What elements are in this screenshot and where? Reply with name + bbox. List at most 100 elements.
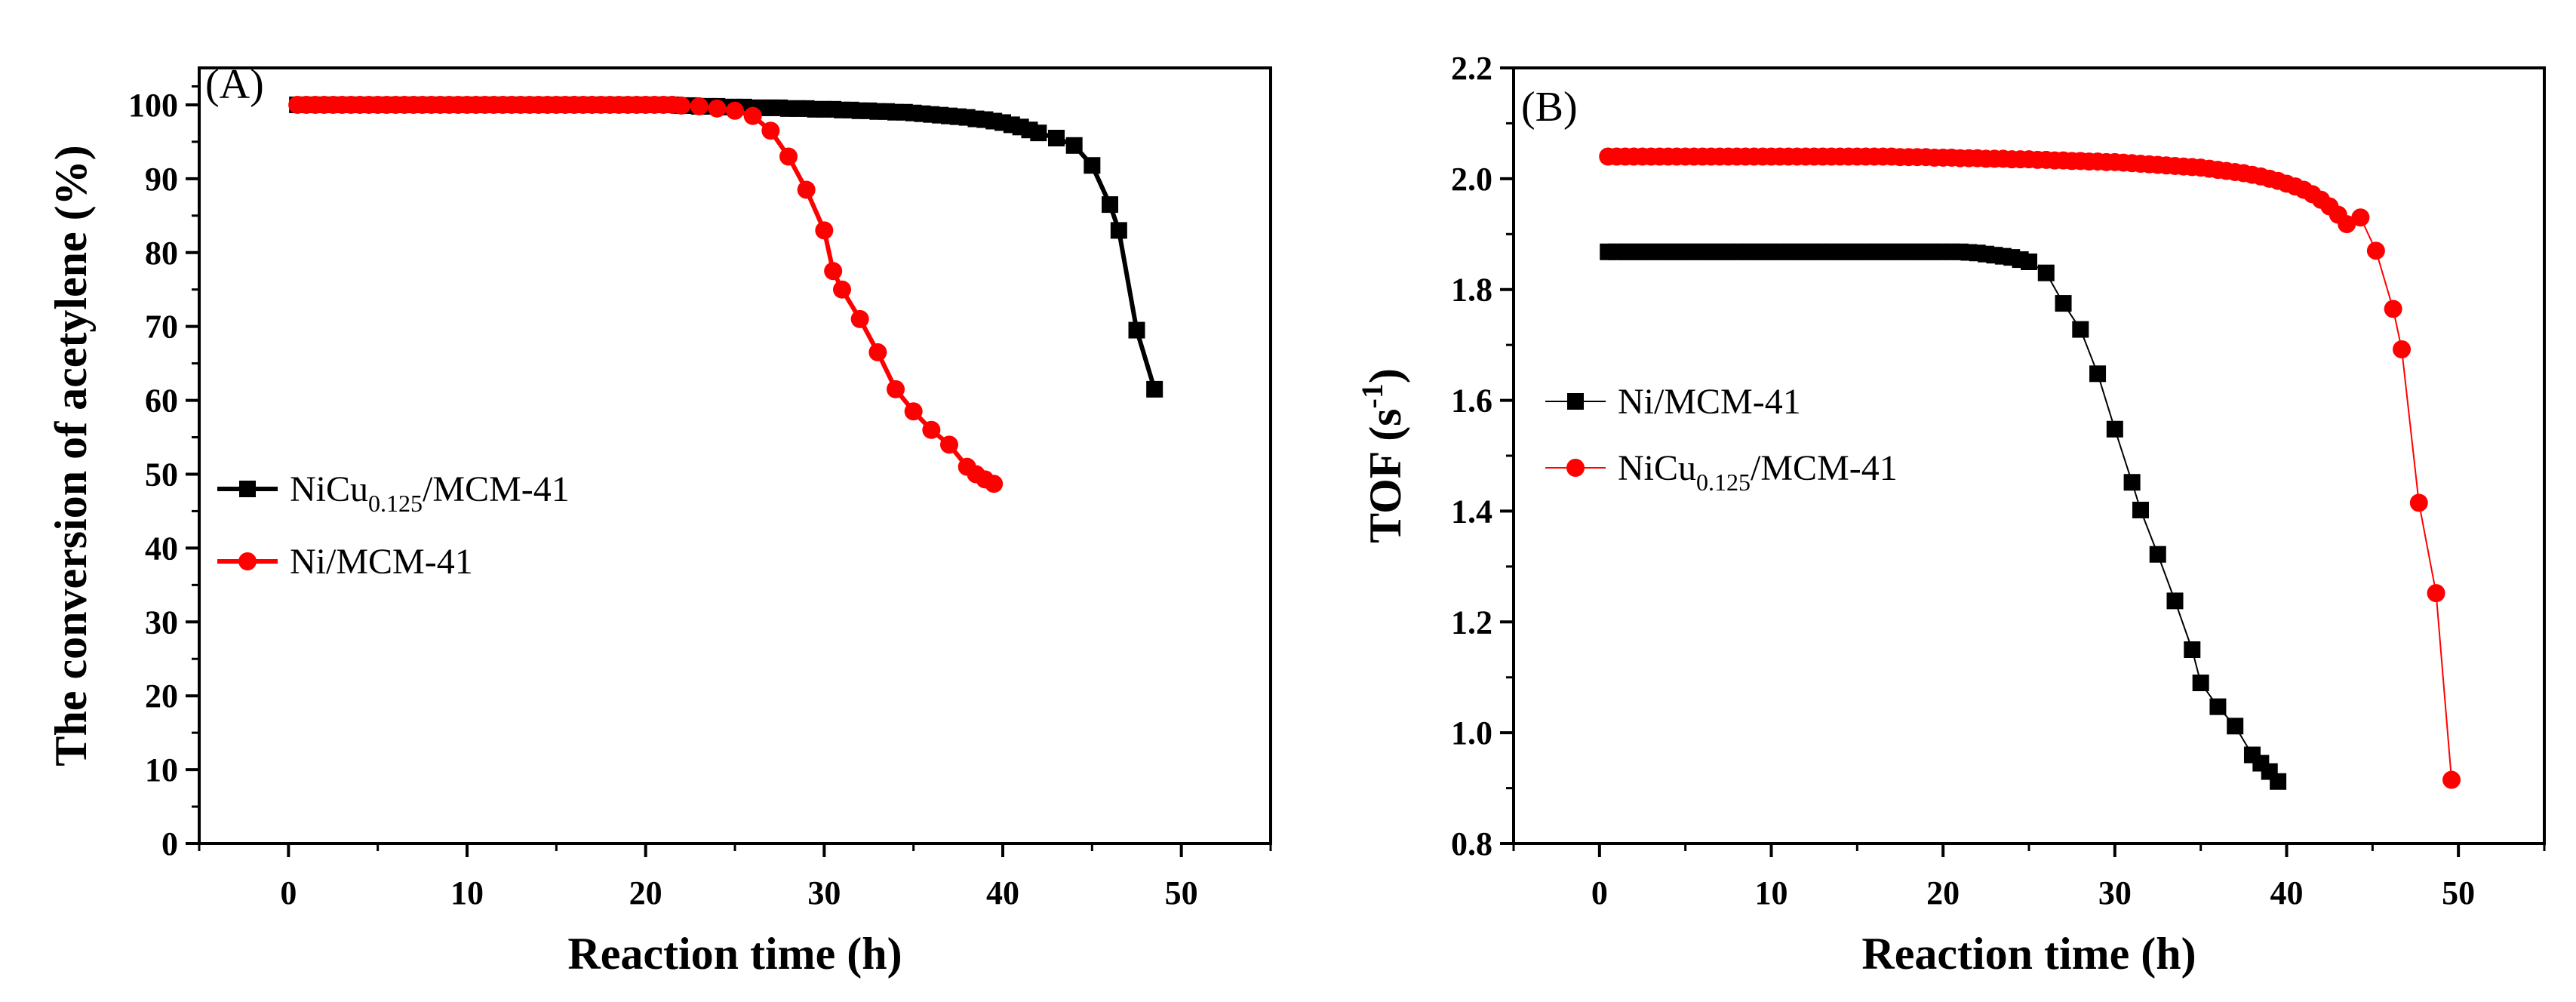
x-tick-label: 10 <box>1755 874 1788 911</box>
panel-label: (B) <box>1521 84 1578 131</box>
legend-label-main: NiCu <box>1618 448 1696 488</box>
data-point-circle <box>708 99 727 118</box>
data-point-circle <box>940 435 958 454</box>
data-point-square <box>1048 130 1065 147</box>
x-axis-title: Reaction time (h) <box>567 929 902 979</box>
legend-label: NiCu0.125/MCM-41 <box>290 469 570 517</box>
data-point-square <box>2184 641 2201 658</box>
data-point-square <box>1128 321 1145 339</box>
legend-label: NiCu0.125/MCM-41 <box>1618 448 1898 496</box>
y-tick-label: 1.8 <box>1451 272 1492 309</box>
legend-marker-circle <box>238 552 257 570</box>
data-point-circle <box>2427 584 2445 603</box>
y-axis-title: The conversion of acetylene (%) <box>46 145 96 766</box>
data-point-square <box>1030 124 1047 142</box>
data-point-square <box>2055 295 2072 312</box>
series-second <box>1599 147 2461 789</box>
data-point-circle <box>2393 340 2412 359</box>
panel-b-chart: 0 10 20 30 40 50 0.8 1.0 1.2 1.4 1.6 1.8 2.0 2.2 React… <box>1355 50 2546 979</box>
x-tick-label: 40 <box>986 874 1019 911</box>
x-tick-label: 20 <box>1926 874 1960 911</box>
legend-marker-square <box>239 481 256 497</box>
data-point-circle <box>887 380 905 398</box>
data-point-square <box>2192 675 2209 692</box>
data-point-circle <box>2384 300 2402 318</box>
legend-entry: NiCu0.125/MCM-41 <box>1545 448 1898 496</box>
x-tick-label: 30 <box>807 874 841 911</box>
y-axis-title-main: TOF (s <box>1360 408 1410 542</box>
x-tick-label: 30 <box>2098 874 2132 911</box>
data-point-circle <box>2366 241 2385 260</box>
y-tick-label: 1.6 <box>1451 383 1492 420</box>
data-point-circle <box>850 309 869 328</box>
legend-label-main: NiCu <box>290 469 368 509</box>
data-point-circle <box>672 96 690 115</box>
panel-label: (A) <box>205 61 264 108</box>
data-point-circle <box>833 280 851 299</box>
data-point-circle <box>779 147 798 166</box>
x-tick-label: 40 <box>2270 874 2304 911</box>
data-point-square <box>2227 718 2244 735</box>
y-axis-title-sup: -1 <box>1355 383 1389 408</box>
legend-label: Ni/MCM-41 <box>290 542 473 582</box>
y-tick-label: 80 <box>145 235 178 272</box>
data-point-square <box>2209 698 2227 715</box>
data-point-square <box>2132 501 2149 518</box>
legend-label-subscript: 0.125 <box>368 490 423 517</box>
y-axis-title: TOF (s-1) <box>1355 368 1410 543</box>
data-point-square <box>2106 420 2123 438</box>
data-point-square <box>2021 254 2037 270</box>
x-tick-label: 50 <box>2442 874 2475 911</box>
data-point-circle <box>2409 493 2428 512</box>
panel-a-chart: 0 10 20 30 40 50 0 10 20 30 40 50 60 70 80 90 100 Reactio… <box>46 61 1272 979</box>
data-point-circle <box>2338 215 2356 234</box>
series-first <box>289 96 1164 398</box>
legend-entry: Ni/MCM-41 <box>1545 382 1801 422</box>
data-point-circle <box>904 402 923 421</box>
y-tick-label: 0.8 <box>1451 825 1492 862</box>
data-point-circle <box>726 101 744 120</box>
data-point-square <box>2123 474 2141 491</box>
y-tick-label: 1.0 <box>1451 715 1492 752</box>
legend-entry: Ni/MCM-41 <box>217 542 473 582</box>
series-line <box>297 102 1157 390</box>
y-tick-label: 2.2 <box>1451 50 1492 87</box>
y-tick-label: 50 <box>145 456 178 493</box>
data-point-square <box>1065 137 1083 154</box>
data-point-circle <box>815 221 834 240</box>
legend-label-tail: /MCM-41 <box>1751 448 1898 488</box>
series-line <box>297 102 995 486</box>
series-line <box>1608 250 2279 782</box>
data-point-square <box>1084 157 1101 174</box>
data-point-square <box>1102 196 1118 214</box>
y-tick-label: 60 <box>145 383 178 420</box>
y-tick-label: 1.4 <box>1451 493 1492 530</box>
data-point-square <box>2037 264 2055 281</box>
data-point-square <box>2149 546 2166 563</box>
data-point-square <box>2270 773 2287 790</box>
data-point-circle <box>824 262 843 281</box>
y-tick-label: 10 <box>145 752 178 788</box>
y-tick-label: 90 <box>145 161 178 198</box>
series-second <box>288 95 1004 493</box>
x-axis-title: Reaction time (h) <box>1861 929 2196 979</box>
series-first <box>1600 243 2287 790</box>
data-point-square <box>1110 222 1127 239</box>
x-tick-label: 0 <box>1591 874 1608 911</box>
legend-marker-square <box>1567 393 1584 410</box>
data-point-circle <box>2351 208 2370 227</box>
y-axis-title-tail: ) <box>1360 368 1410 383</box>
y-tick-label: 30 <box>145 604 178 641</box>
y-tick-label: 40 <box>145 530 178 567</box>
x-tick-label: 0 <box>280 874 297 911</box>
legend-label: Ni/MCM-41 <box>1618 382 1801 422</box>
data-point-square <box>1146 380 1164 398</box>
data-point-circle <box>2442 770 2461 789</box>
y-tick-label: 100 <box>128 87 178 124</box>
data-point-square <box>2166 592 2184 610</box>
data-point-square <box>2072 321 2089 338</box>
legend-label-subscript: 0.125 <box>1696 469 1751 496</box>
y-tick-label: 1.2 <box>1451 604 1492 641</box>
legend-label-tail: /MCM-41 <box>423 469 570 509</box>
legend-marker-circle <box>1566 459 1585 477</box>
